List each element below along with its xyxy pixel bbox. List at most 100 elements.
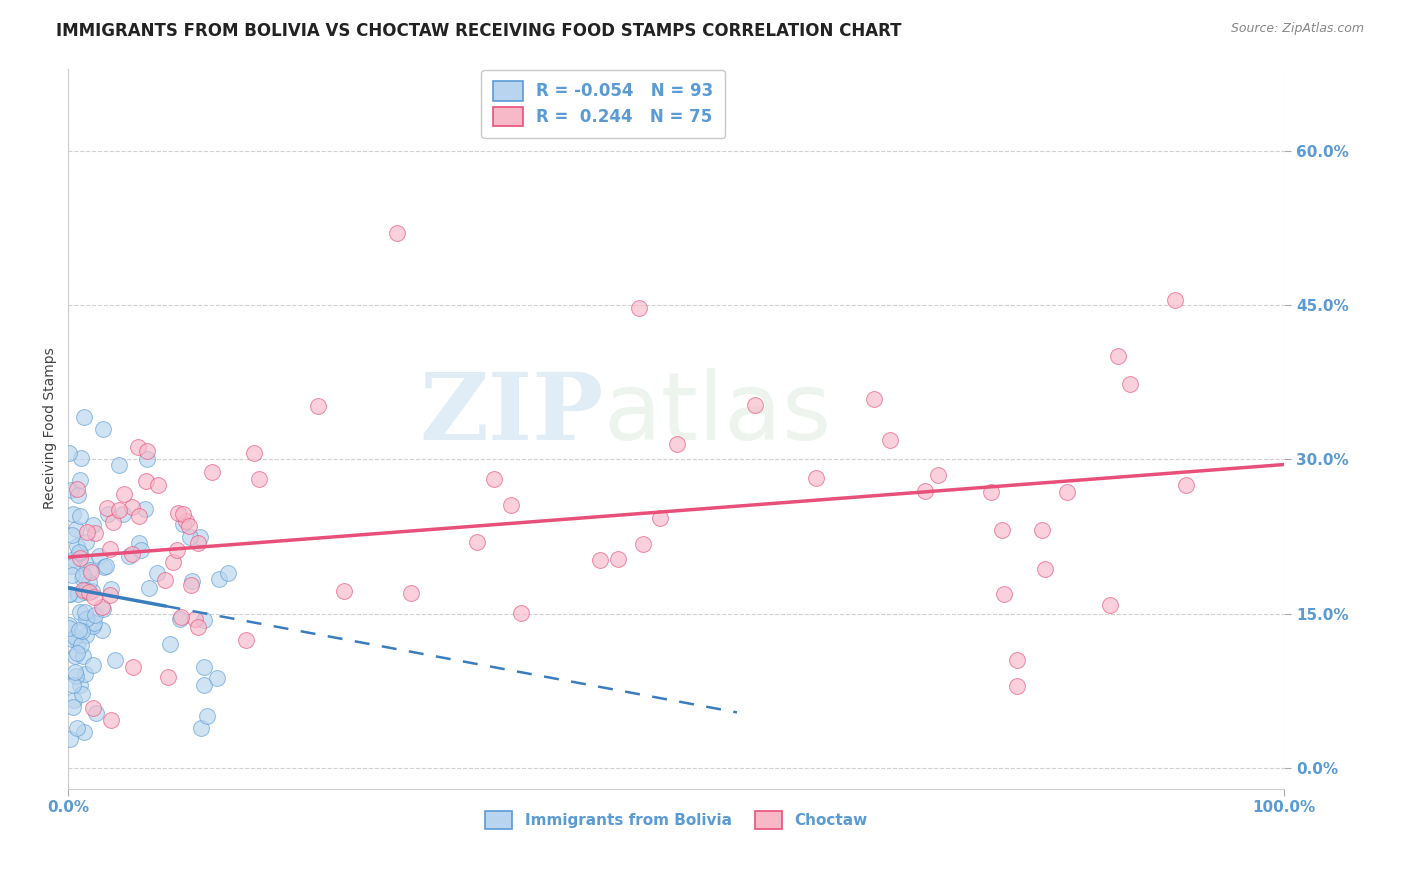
Point: [128, 535, 150, 549]
Point: [69, 678, 91, 692]
Point: [112, 487, 135, 501]
Point: [72, 648, 94, 663]
Point: [146, 566, 169, 580]
Point: [607, 552, 630, 566]
Point: [184, 612, 207, 626]
Point: [82, 518, 104, 533]
Point: [91, 623, 114, 637]
Point: [75, 605, 97, 619]
Point: [67, 488, 90, 502]
Point: [70, 638, 93, 652]
Point: [193, 613, 215, 627]
Point: [58, 587, 80, 601]
Point: [73, 667, 96, 681]
Point: [76, 611, 98, 625]
Y-axis label: Receiving Food Stamps: Receiving Food Stamps: [44, 348, 58, 509]
Point: [82, 701, 104, 715]
Point: [72, 582, 94, 597]
Point: [93, 559, 115, 574]
Point: [1033, 562, 1056, 576]
Point: [72, 567, 94, 582]
Point: [65, 646, 87, 660]
Point: [63, 665, 86, 679]
Point: [195, 709, 218, 723]
Point: [991, 523, 1014, 537]
Point: [135, 474, 157, 488]
Point: [1099, 598, 1122, 612]
Point: [65, 669, 87, 683]
Point: [172, 508, 194, 522]
Point: [98, 542, 121, 557]
Point: [804, 471, 827, 485]
Point: [75, 535, 97, 549]
Point: [65, 721, 87, 735]
Point: [181, 574, 204, 589]
Point: [60, 632, 83, 646]
Point: [589, 553, 612, 567]
Point: [98, 588, 121, 602]
Point: [103, 515, 125, 529]
Point: [332, 584, 354, 599]
Point: [75, 583, 97, 598]
Point: [980, 484, 1002, 499]
Point: [134, 502, 156, 516]
Point: [1175, 477, 1198, 491]
Point: [62, 678, 84, 692]
Point: [79, 563, 101, 577]
Point: [63, 693, 86, 707]
Point: [180, 578, 202, 592]
Point: [159, 637, 181, 651]
Point: [91, 599, 114, 614]
Point: [146, 478, 169, 492]
Point: [66, 539, 89, 553]
Point: [69, 508, 91, 523]
Point: [1031, 523, 1053, 537]
Point: [136, 443, 159, 458]
Point: [58, 621, 80, 635]
Point: [65, 522, 87, 536]
Point: [118, 549, 141, 563]
Point: [217, 566, 239, 580]
Point: [104, 653, 127, 667]
Point: [193, 660, 215, 674]
Legend: Immigrants from Bolivia, Choctaw: Immigrants from Bolivia, Choctaw: [479, 805, 873, 835]
Point: [914, 484, 936, 499]
Point: [1005, 679, 1028, 693]
Point: [82, 658, 104, 673]
Point: [993, 587, 1015, 601]
Point: [108, 458, 131, 473]
Point: [62, 700, 84, 714]
Point: [75, 555, 97, 569]
Point: [156, 670, 179, 684]
Point: [58, 446, 80, 460]
Point: [138, 581, 160, 595]
Point: [188, 530, 211, 544]
Point: [59, 587, 82, 601]
Point: [169, 612, 191, 626]
Point: [75, 628, 97, 642]
Point: [127, 440, 149, 454]
Point: [69, 545, 91, 559]
Point: [73, 584, 96, 599]
Point: [60, 483, 83, 498]
Point: [235, 633, 257, 648]
Point: [82, 618, 104, 632]
Point: [628, 301, 651, 315]
Point: [399, 586, 422, 600]
Point: [83, 591, 105, 605]
Point: [70, 571, 93, 585]
Point: [59, 731, 82, 746]
Point: [166, 542, 188, 557]
Point: [207, 671, 229, 685]
Point: [69, 606, 91, 620]
Point: [66, 634, 89, 648]
Point: [91, 602, 114, 616]
Point: [1119, 376, 1142, 391]
Point: [72, 725, 94, 739]
Point: [77, 584, 100, 599]
Point: [201, 465, 224, 479]
Point: [94, 559, 117, 574]
Point: [65, 482, 87, 496]
Point: [385, 226, 408, 240]
Point: [84, 525, 107, 540]
